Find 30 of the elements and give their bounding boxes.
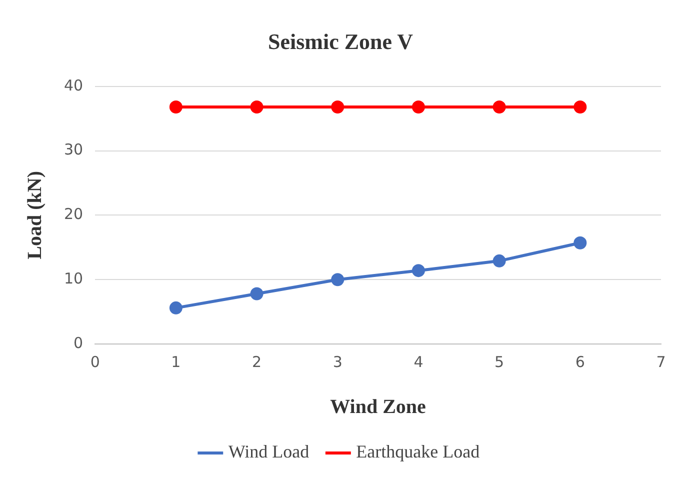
- x-tick-label: 7: [656, 352, 666, 371]
- x-tick-label: 4: [414, 352, 424, 371]
- point: [331, 100, 344, 114]
- x-axis-title: Wind Zone: [330, 396, 426, 418]
- x-tick-label: 3: [332, 352, 342, 371]
- chart-title: Seismic Zone V: [268, 28, 414, 54]
- x-tick-label: 5: [494, 352, 504, 371]
- point: [169, 100, 182, 114]
- y-tick-label: 30: [64, 140, 84, 159]
- point: [169, 301, 182, 314]
- y-tick-label: 10: [64, 269, 84, 288]
- x-tick-label: 1: [171, 352, 181, 371]
- point: [492, 254, 506, 268]
- point: [492, 100, 506, 114]
- y-tick-label: 40: [64, 76, 84, 94]
- point: [574, 100, 587, 114]
- legend-label: Wind Load: [228, 442, 310, 462]
- y-axis-title: Load (kN): [24, 171, 46, 260]
- point: [250, 100, 264, 114]
- x-tick-label: 0: [90, 352, 100, 371]
- y-tick-label: 20: [64, 205, 84, 224]
- x-tick-label: 6: [575, 352, 585, 371]
- point: [331, 273, 344, 286]
- point: [574, 236, 587, 250]
- point: [412, 264, 425, 278]
- x-tick-label: 2: [252, 352, 262, 371]
- y-tick-label: 0: [74, 334, 84, 352]
- point: [412, 100, 425, 114]
- legend-label: Earthquake Load: [356, 442, 480, 462]
- point: [250, 287, 264, 300]
